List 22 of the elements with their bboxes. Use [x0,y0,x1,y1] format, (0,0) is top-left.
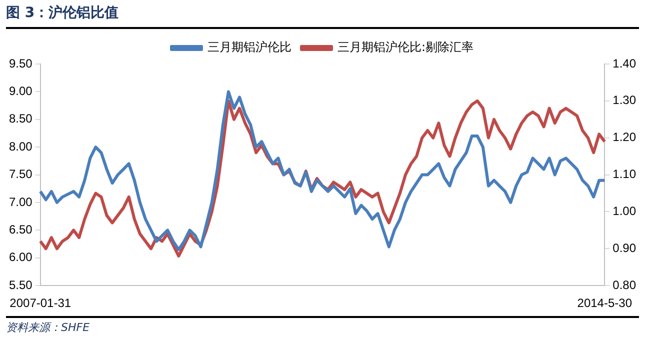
chart-title: 图 3：沪伦铝比值 [6,4,119,22]
y2-tick-label: 1.30 [612,93,636,108]
x-tick-label: 2014-5-30 [577,296,632,310]
y2-tick-label: 0.80 [612,278,636,292]
y-tick-label: 9.50 [8,56,33,70]
y-tick-label: 5.50 [8,278,33,292]
y2-tick-label: 1.10 [612,167,636,182]
x-tick-label: 2007-01-31 [10,296,72,310]
legend-label: 三月期铝沪伦比:剔除汇率 [337,40,474,54]
y-tick-label: 8.50 [8,112,33,126]
y-tick-label: 7.00 [8,194,33,209]
y-tick-label: 6.50 [8,222,33,237]
y2-tick-label: 0.90 [612,240,636,255]
y-tick-label: 7.50 [8,167,33,182]
y-tick-label: 9.00 [8,84,33,98]
y-tick-label: 8.00 [8,139,33,154]
y-tick-label: 6.00 [8,250,33,264]
text: 资料来源：SHFE [6,320,90,335]
y2-tick-label: 1.20 [612,130,636,144]
legend-label: 三月期铝沪伦比 [207,40,292,54]
y2-tick-label: 1.00 [612,204,636,218]
y2-tick-label: 1.40 [612,56,636,70]
